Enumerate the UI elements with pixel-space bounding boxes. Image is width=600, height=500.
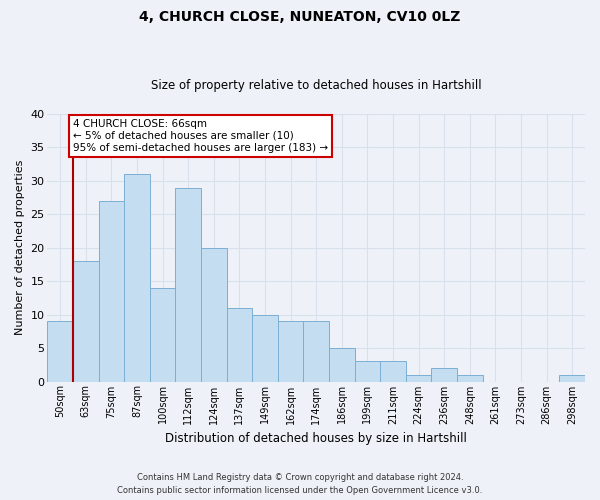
Bar: [329, 348, 355, 382]
Title: Size of property relative to detached houses in Hartshill: Size of property relative to detached ho…: [151, 79, 482, 92]
Bar: [124, 174, 150, 382]
X-axis label: Distribution of detached houses by size in Hartshill: Distribution of detached houses by size …: [165, 432, 467, 445]
Bar: [355, 362, 380, 382]
Bar: [150, 288, 175, 382]
Y-axis label: Number of detached properties: Number of detached properties: [15, 160, 25, 336]
Bar: [380, 362, 406, 382]
Bar: [457, 375, 482, 382]
Bar: [73, 261, 98, 382]
Bar: [47, 322, 73, 382]
Bar: [278, 322, 304, 382]
Bar: [227, 308, 252, 382]
Bar: [304, 322, 329, 382]
Bar: [175, 188, 201, 382]
Bar: [201, 248, 227, 382]
Bar: [98, 201, 124, 382]
Bar: [559, 375, 585, 382]
Text: Contains HM Land Registry data © Crown copyright and database right 2024.
Contai: Contains HM Land Registry data © Crown c…: [118, 474, 482, 495]
Text: 4 CHURCH CLOSE: 66sqm
← 5% of detached houses are smaller (10)
95% of semi-detac: 4 CHURCH CLOSE: 66sqm ← 5% of detached h…: [73, 120, 328, 152]
Text: 4, CHURCH CLOSE, NUNEATON, CV10 0LZ: 4, CHURCH CLOSE, NUNEATON, CV10 0LZ: [139, 10, 461, 24]
Bar: [431, 368, 457, 382]
Bar: [252, 314, 278, 382]
Bar: [406, 375, 431, 382]
